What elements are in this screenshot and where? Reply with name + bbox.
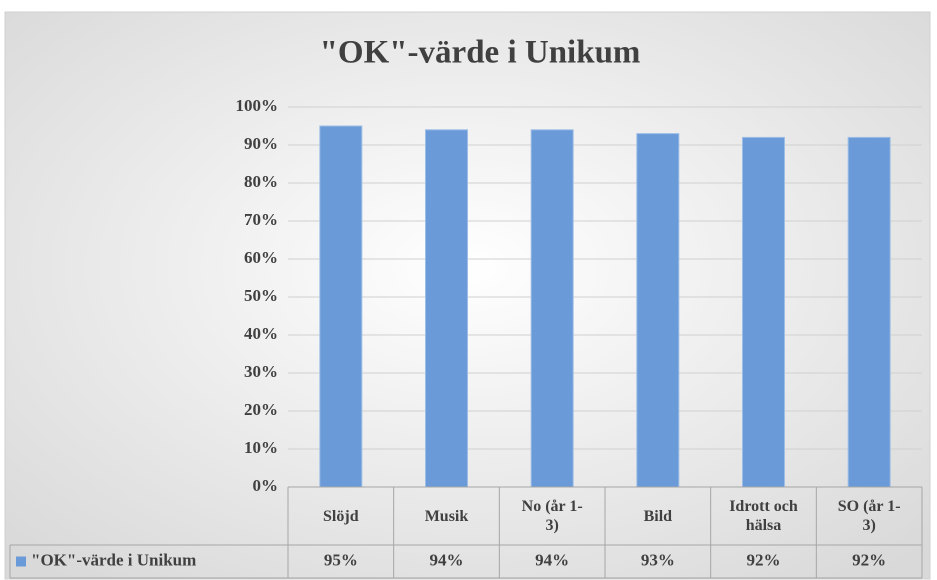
y-tick-label: 60% (244, 248, 278, 267)
y-tick-label: 20% (244, 400, 278, 419)
data-label: 92% (747, 550, 781, 569)
data-label: 95% (324, 550, 358, 569)
bar (636, 133, 680, 488)
x-tick-label: Musik (424, 507, 469, 525)
y-tick-label: 50% (244, 286, 278, 305)
bar (530, 129, 574, 488)
x-tick-label: Idrott och hälsa (729, 498, 798, 534)
data-label: 93% (641, 550, 675, 569)
bar (319, 125, 363, 488)
category-cell: Musik (394, 487, 500, 545)
y-tick-label: 10% (244, 438, 278, 457)
y-tick-label: 90% (244, 134, 278, 153)
category-cell: No (år 1-3) (499, 487, 605, 545)
y-tick-label: 80% (244, 172, 278, 191)
data-label: 94% (535, 550, 569, 569)
legend-key (16, 556, 26, 567)
y-tick-label: 40% (244, 324, 278, 343)
y-tick-label: 70% (244, 210, 278, 229)
x-tick-label: SO (år 1-3) (837, 498, 901, 534)
legend-label: "OK"-värde i Unikum (31, 550, 196, 569)
data-label: 94% (430, 550, 464, 569)
category-cell: SO (år 1-3) (816, 487, 922, 545)
x-tick-label: No (år 1-3) (521, 498, 583, 534)
x-tick-label: Bild (643, 507, 673, 525)
bar (847, 136, 891, 488)
y-tick-label: 0% (253, 476, 279, 495)
x-tick-label: Slöjd (323, 507, 359, 525)
y-tick-label: 30% (244, 362, 278, 381)
category-cell: Slöjd (288, 487, 394, 545)
data-label: 92% (852, 550, 886, 569)
y-tick-label: 100% (236, 96, 279, 115)
category-cell: Bild (605, 487, 711, 545)
bar (425, 129, 468, 488)
category-cell: Idrott och hälsa (711, 487, 817, 545)
bar (742, 136, 785, 488)
chart-title: "OK"-värde i Unikum (320, 35, 641, 71)
